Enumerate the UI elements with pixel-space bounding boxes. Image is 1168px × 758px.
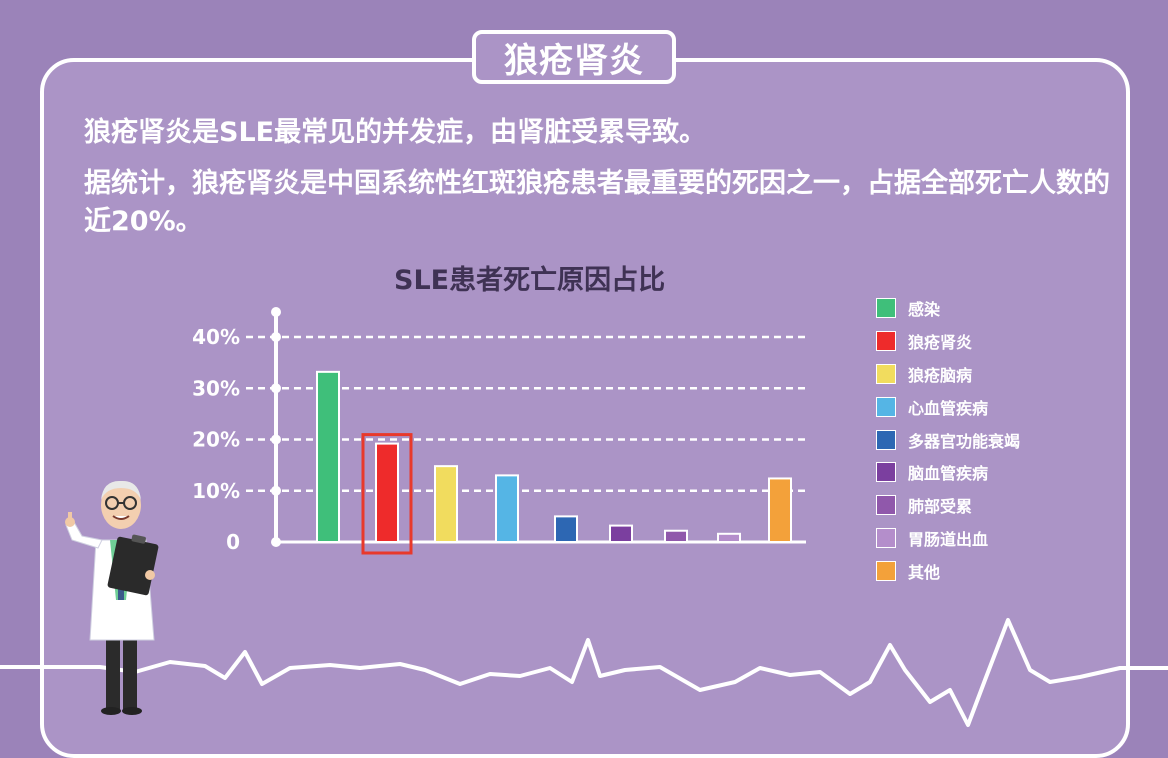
y-tick-dot — [271, 485, 281, 496]
bar-chart: 0 10% 20% 30% 40% — [192, 307, 806, 555]
y-tick-dot — [271, 383, 281, 394]
y-tick-label: 0 — [226, 530, 240, 554]
y-tick-label: 10% — [192, 479, 240, 503]
bar — [664, 529, 688, 543]
heartbeat-line — [0, 618, 1168, 727]
legend-item: 狼疮肾炎 — [876, 325, 1020, 358]
legend-swatch — [876, 495, 896, 516]
legend-swatch — [876, 429, 896, 450]
legend-label: 其他 — [908, 562, 941, 582]
bar — [434, 465, 458, 543]
doctor-figure — [65, 480, 159, 715]
y-tick-dot — [271, 332, 281, 342]
legend-label: 心血管疾病 — [908, 398, 989, 418]
legend-swatch — [876, 298, 896, 319]
legend-label: 狼疮脑病 — [908, 365, 973, 385]
legend-swatch — [876, 462, 896, 483]
bar — [316, 370, 340, 543]
legend-item: 肺部受累 — [876, 489, 1020, 522]
title-box: 狼疮肾炎 — [472, 30, 676, 84]
content-panel — [40, 58, 1130, 758]
legend-swatch — [876, 560, 896, 581]
bar — [554, 515, 578, 543]
highlight-box — [361, 433, 413, 555]
legend-swatch — [876, 363, 896, 384]
bar — [768, 477, 792, 544]
legend-item: 脑血管疾病 — [876, 456, 1020, 489]
bar — [609, 524, 633, 543]
legend-item: 狼疮脑病 — [876, 358, 1020, 391]
intro-text-2: 据统计，狼疮肾炎是中国系统性红斑狼疮患者最重要的死因之一，占据全部死亡人数的近2… — [84, 168, 1110, 237]
chart-title: SLE患者死亡原因占比 — [394, 265, 666, 296]
chart-bars — [316, 370, 792, 555]
y-tick-label: 40% — [192, 325, 240, 349]
legend-label: 狼疮肾炎 — [908, 333, 973, 353]
legend-item: 心血管疾病 — [876, 390, 1020, 423]
y-tick-dot — [271, 434, 281, 445]
legend-item: 其他 — [876, 554, 1020, 587]
y-tick-label: 20% — [192, 428, 240, 452]
legend-item: 多器官功能衰竭 — [876, 423, 1020, 456]
legend-label: 肺部受累 — [908, 497, 973, 517]
legend-label: 脑血管疾病 — [908, 464, 989, 484]
legend-label: 多器官功能衰竭 — [908, 431, 1021, 451]
legend-item: 感染 — [876, 292, 1020, 325]
legend-swatch — [876, 396, 896, 417]
legend-label: 感染 — [908, 300, 941, 320]
chart-legend: 感染狼疮肾炎狼疮脑病心血管疾病多器官功能衰竭 脑血管疾病肺部受累胃肠道出血其他 — [876, 292, 1020, 587]
legend-item: 胃肠道出血 — [876, 522, 1020, 555]
doctor-illustration — [65, 480, 159, 715]
chart-gridlines — [246, 335, 806, 492]
legend-swatch — [876, 527, 896, 548]
intro-text-1: 狼疮肾炎是SLE最常见的并发症，由肾脏受累导致。 — [84, 117, 707, 148]
page-title: 狼疮肾炎 — [504, 40, 644, 81]
y-tick-dot — [271, 537, 281, 547]
y-tick-label: 30% — [192, 376, 240, 400]
bar — [717, 532, 741, 543]
y-axis-top-dot — [271, 307, 281, 317]
legend-label: 胃肠道出血 — [908, 529, 989, 549]
bar — [375, 442, 399, 544]
slide: 狼疮肾炎 狼疮肾炎是SLE最常见的并发症，由肾脏受累导致。 据统计，狼疮肾炎是中… — [0, 30, 1168, 758]
legend-swatch — [876, 331, 896, 352]
bar — [495, 474, 519, 543]
